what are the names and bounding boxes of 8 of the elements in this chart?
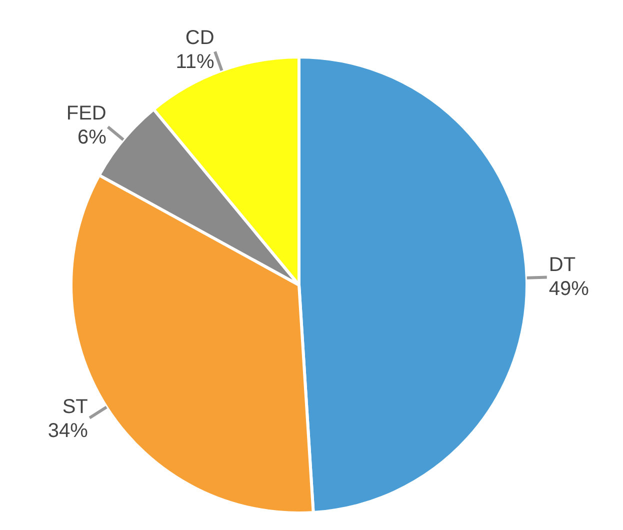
data-label: 49% bbox=[548, 278, 590, 300]
data-label: 34% bbox=[48, 420, 88, 442]
slice-label: DT bbox=[548, 254, 576, 276]
slice-label: CD bbox=[185, 26, 214, 49]
slice-label: FED bbox=[66, 102, 106, 125]
data-label: 6% bbox=[77, 126, 107, 149]
data-label: 11% bbox=[176, 50, 215, 73]
slice-label: ST bbox=[62, 396, 88, 418]
